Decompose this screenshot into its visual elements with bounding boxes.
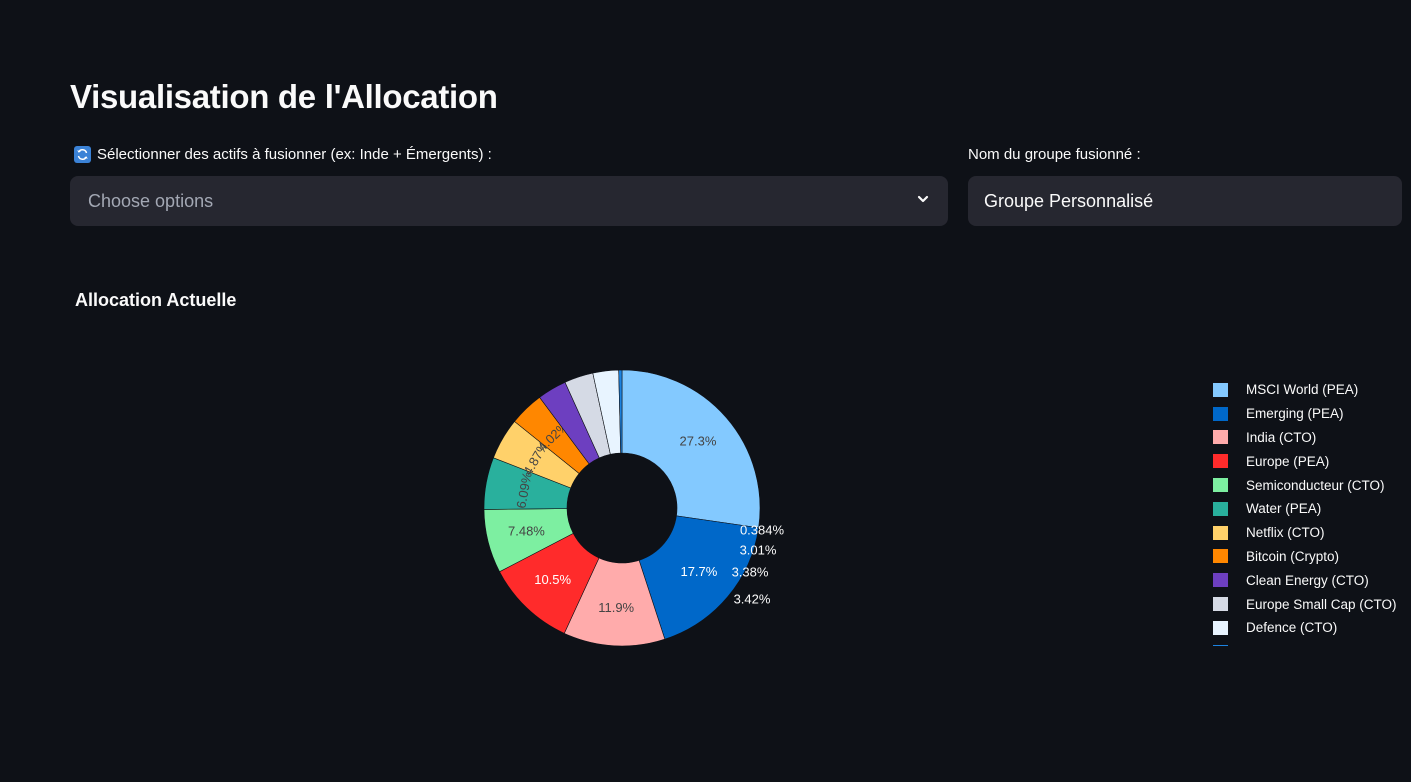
- legend-swatch: [1213, 549, 1228, 564]
- chart-title: Allocation Actuelle: [75, 290, 237, 310]
- legend-swatch: [1213, 525, 1228, 540]
- merge-assets-label: Sélectionner des actifs à fusionner (ex:…: [74, 146, 492, 163]
- pie-slice[interactable]: [621, 369, 761, 529]
- group-name-label-text: Nom du groupe fusionné :: [968, 146, 1141, 163]
- legend-label: MSCI World (PEA): [1246, 382, 1359, 398]
- legend-swatch: [1213, 478, 1228, 493]
- legend-swatch: [1213, 501, 1228, 516]
- slice-label: 11.9%: [598, 600, 634, 615]
- legend-item[interactable]: Europe (PEA): [1213, 449, 1411, 473]
- pie-slice[interactable]: [638, 515, 759, 640]
- slice-label: 3.38%: [732, 564, 769, 579]
- slice-label: 17.7%: [680, 564, 717, 579]
- legend-label: Emerging (PEA): [1246, 406, 1344, 422]
- slice-label: 10.5%: [534, 572, 571, 587]
- page-title: Visualisation de l'Allocation: [70, 78, 498, 115]
- slice-label: 3.01%: [740, 542, 777, 557]
- group-name-label: Nom du groupe fusionné :: [968, 146, 1141, 163]
- legend-item[interactable]: [1213, 640, 1411, 646]
- legend-label: Clean Energy (CTO): [1246, 572, 1369, 588]
- slice-label: 6.09%: [513, 470, 534, 509]
- slice-label: 0.384%: [740, 522, 785, 537]
- legend-swatch: [1213, 597, 1228, 612]
- legend-item[interactable]: Emerging (PEA): [1213, 402, 1411, 426]
- legend-label: India (CTO): [1246, 429, 1317, 445]
- group-name-input[interactable]: [968, 176, 1402, 226]
- legend-swatch: [1213, 382, 1228, 397]
- legend-item[interactable]: Europe Small Cap (CTO): [1213, 592, 1411, 616]
- legend-item[interactable]: MSCI World (PEA): [1213, 378, 1411, 402]
- legend-swatch: [1213, 573, 1228, 588]
- slice-label: 27.3%: [680, 434, 717, 449]
- slice-label: 7.48%: [508, 523, 545, 538]
- legend-item[interactable]: Netflix (CTO): [1213, 521, 1411, 545]
- legend-item[interactable]: India (CTO): [1213, 426, 1411, 450]
- legend-swatch: [1213, 406, 1228, 421]
- merge-assets-label-text: Sélectionner des actifs à fusionner (ex:…: [97, 146, 492, 163]
- legend-item[interactable]: Semiconducteur (CTO): [1213, 473, 1411, 497]
- slice-label: 3.42%: [734, 591, 771, 606]
- legend-swatch: [1213, 454, 1228, 469]
- multiselect-placeholder: Choose options: [88, 190, 214, 211]
- legend-swatch: [1213, 430, 1228, 445]
- legend-item[interactable]: Water (PEA): [1213, 497, 1411, 521]
- legend-label: Europe (PEA): [1246, 453, 1330, 469]
- chart-legend[interactable]: MSCI World (PEA) Emerging (PEA) India (CTO…: [1213, 378, 1411, 646]
- refresh-icon: [74, 146, 91, 163]
- legend-swatch: [1213, 620, 1228, 635]
- legend-item[interactable]: Defence (CTO): [1213, 616, 1411, 640]
- legend-label: Netflix (CTO): [1246, 525, 1325, 541]
- legend-swatch: [1213, 644, 1228, 646]
- legend-item[interactable]: Clean Energy (CTO): [1213, 568, 1411, 592]
- legend-label: Defence (CTO): [1246, 620, 1338, 636]
- legend-label: Water (PEA): [1246, 501, 1322, 517]
- pie-slice[interactable]: [618, 369, 623, 454]
- legend-label: Semiconducteur (CTO): [1246, 477, 1385, 493]
- legend-label: Europe Small Cap (CTO): [1246, 596, 1397, 612]
- chevron-down-icon[interactable]: [916, 192, 930, 211]
- legend-item[interactable]: Bitcoin (Crypto): [1213, 545, 1411, 569]
- legend-label: Bitcoin (Crypto): [1246, 548, 1340, 564]
- merge-assets-multiselect[interactable]: Choose options: [70, 176, 948, 226]
